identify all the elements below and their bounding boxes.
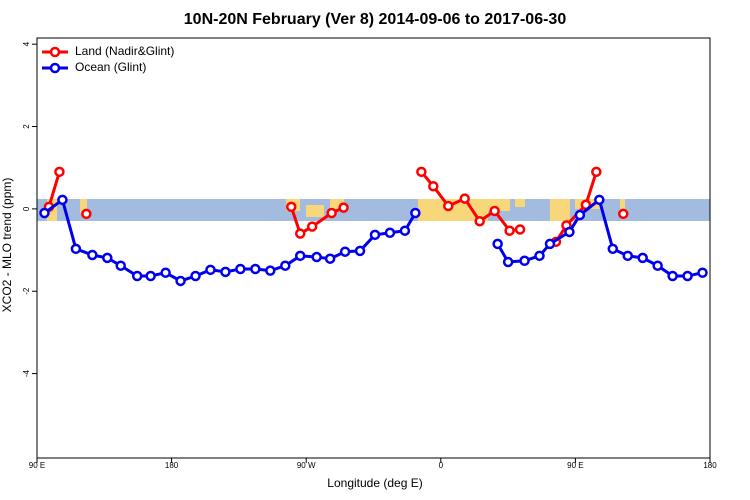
- point: [326, 207, 337, 219]
- point: [39, 207, 50, 219]
- point: [564, 226, 575, 238]
- y-tick-label: -4: [22, 369, 31, 377]
- point: [682, 270, 693, 282]
- point: [428, 180, 439, 192]
- x-axis-label: Longitude (deg E): [327, 476, 422, 490]
- y-tick-label: -2: [22, 287, 31, 295]
- point: [534, 250, 545, 262]
- chart-title: 10N-20N February (Ver 8) 2014-09-06 to 2…: [184, 11, 567, 28]
- point: [338, 202, 349, 213]
- point: [324, 253, 336, 264]
- x-tick-label: 180: [703, 461, 717, 470]
- point: [311, 251, 322, 263]
- x-tick-label: 90 E: [567, 461, 583, 470]
- point: [622, 250, 633, 262]
- point: [652, 260, 663, 271]
- point: [416, 166, 427, 178]
- legend-label: Land (Nadir&Glint): [75, 44, 174, 58]
- point: [354, 245, 366, 257]
- point: [87, 249, 98, 261]
- y-tick-label: 0: [22, 206, 31, 211]
- point: [697, 267, 708, 278]
- point: [145, 270, 156, 282]
- point: [502, 256, 514, 268]
- point: [618, 208, 629, 220]
- point: [399, 225, 411, 236]
- legend-marker: [49, 46, 61, 58]
- point: [474, 215, 485, 227]
- point: [81, 208, 92, 220]
- point: [190, 270, 201, 282]
- point: [492, 238, 503, 250]
- point: [306, 221, 318, 232]
- point: [384, 227, 396, 239]
- point: [54, 166, 65, 178]
- point: [115, 260, 127, 271]
- point: [489, 205, 500, 217]
- x-tick-label: 0: [439, 461, 444, 470]
- point: [250, 263, 261, 275]
- point: [519, 255, 530, 267]
- x-tick-label: 90 W: [297, 461, 316, 470]
- point: [369, 229, 381, 241]
- point: [637, 252, 648, 264]
- y-tick-label: 4: [22, 41, 31, 46]
- point: [205, 264, 216, 276]
- legend-label: Ocean (Glint): [75, 60, 146, 74]
- series-line: [47, 171, 61, 208]
- point: [265, 265, 276, 276]
- x-tick-label: 180: [165, 461, 179, 470]
- x-tick-label: 90 E: [29, 461, 45, 470]
- point: [574, 209, 586, 221]
- point: [70, 243, 82, 255]
- point: [131, 270, 143, 282]
- point: [220, 266, 231, 278]
- point: [285, 201, 297, 213]
- point: [235, 263, 246, 275]
- point: [514, 224, 526, 235]
- point: [443, 200, 454, 212]
- point: [504, 225, 515, 236]
- point: [175, 275, 186, 287]
- point: [57, 194, 68, 206]
- plot-frame: [36, 37, 711, 459]
- point: [544, 238, 556, 250]
- legend-marker: [49, 62, 61, 74]
- point: [294, 228, 306, 239]
- point: [339, 246, 351, 257]
- y-tick-label: 2: [22, 124, 31, 129]
- point: [280, 260, 291, 271]
- point: [160, 267, 171, 278]
- point: [591, 166, 602, 178]
- y-axis-label: XCO2 - MLO trend (ppm): [0, 178, 14, 313]
- map-strip: [37, 199, 710, 221]
- point: [667, 270, 678, 282]
- point: [102, 252, 113, 264]
- point: [459, 193, 470, 204]
- point: [594, 194, 605, 206]
- point: [410, 207, 421, 219]
- point: [607, 243, 619, 255]
- point: [294, 250, 306, 262]
